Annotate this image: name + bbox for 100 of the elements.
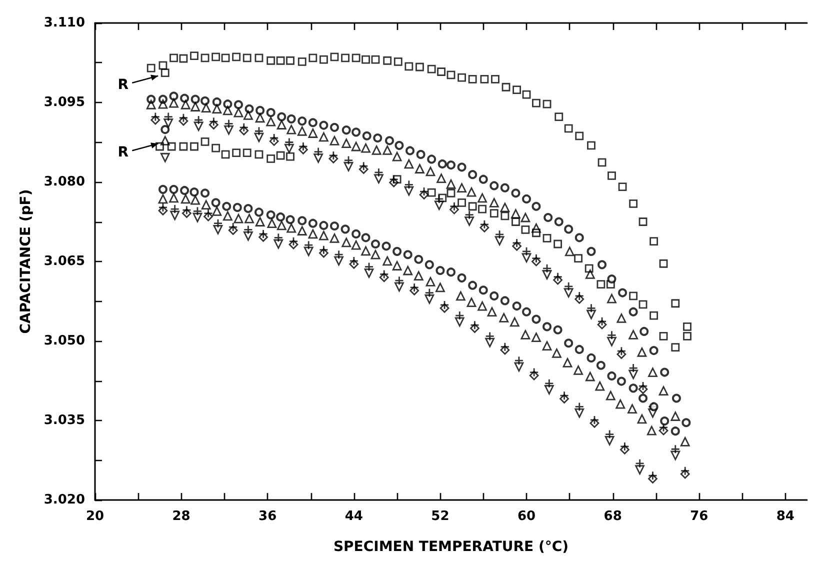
point (352, 54, 360, 62)
point (286, 215, 295, 224)
point (374, 174, 384, 184)
point (170, 54, 178, 62)
point (608, 171, 616, 180)
point (671, 299, 680, 308)
point (254, 126, 264, 136)
x-tick-label: 36 (258, 509, 277, 524)
point (194, 115, 204, 125)
point (585, 270, 595, 279)
point (512, 218, 520, 226)
point (392, 246, 402, 256)
point (628, 330, 638, 340)
point (160, 68, 170, 78)
point (298, 144, 308, 154)
point (450, 204, 459, 214)
point (276, 120, 286, 130)
point (478, 193, 487, 203)
point (254, 150, 264, 159)
point (637, 414, 647, 424)
point (457, 273, 466, 282)
point (446, 179, 456, 189)
point (234, 214, 244, 224)
point (628, 370, 638, 380)
point (352, 128, 361, 137)
x-tick-label: 52 (431, 509, 450, 524)
point (403, 266, 413, 276)
point (212, 97, 222, 106)
point (514, 362, 524, 372)
x-axis-title: SPECIMEN TEMPERATURE (°C) (333, 539, 569, 555)
point (180, 94, 190, 103)
point (512, 86, 522, 94)
point (276, 151, 285, 160)
point (349, 256, 359, 266)
x-tick-label: 44 (344, 509, 363, 524)
point (554, 240, 562, 248)
point (266, 108, 276, 118)
point (362, 131, 372, 140)
point (277, 112, 286, 122)
point (373, 134, 382, 143)
point (358, 164, 368, 174)
point (414, 254, 424, 264)
point (330, 221, 339, 230)
point (158, 202, 168, 212)
point (314, 153, 324, 163)
point (382, 256, 392, 266)
point (319, 132, 328, 142)
point (190, 195, 200, 205)
point (502, 82, 510, 92)
point (616, 314, 626, 323)
point (671, 343, 680, 352)
point (606, 280, 615, 288)
point (542, 264, 552, 274)
point (158, 206, 168, 216)
point (192, 212, 202, 222)
point (286, 56, 294, 65)
point (286, 114, 296, 124)
point (542, 341, 552, 350)
point (436, 174, 446, 183)
point (308, 218, 318, 228)
point (616, 346, 626, 356)
point (648, 474, 658, 484)
point (650, 237, 658, 246)
point (635, 465, 644, 474)
point (638, 394, 648, 403)
y-tick-label: 3.110 (44, 16, 85, 30)
point (194, 122, 204, 132)
point (178, 113, 188, 123)
point (212, 104, 222, 114)
point (212, 144, 220, 152)
point (638, 300, 648, 309)
point (416, 150, 426, 159)
point (487, 307, 497, 317)
point (243, 110, 253, 120)
point (604, 436, 614, 446)
x-tick-label: 84 (776, 509, 794, 524)
point (297, 126, 307, 136)
point (169, 92, 178, 101)
point (491, 74, 500, 84)
point (532, 223, 541, 233)
point (595, 381, 605, 391)
point (532, 228, 540, 238)
point (456, 291, 466, 301)
point (288, 240, 298, 250)
point (436, 282, 445, 292)
point (660, 416, 670, 426)
point (330, 122, 339, 132)
point (616, 399, 626, 409)
point (470, 324, 480, 333)
point (670, 444, 680, 454)
point (228, 222, 238, 232)
point (542, 322, 552, 332)
point (511, 209, 520, 218)
point (385, 136, 394, 146)
point (553, 325, 562, 334)
point (266, 56, 276, 65)
point (521, 226, 530, 234)
point (454, 317, 464, 327)
point (648, 408, 658, 418)
point (466, 298, 476, 308)
